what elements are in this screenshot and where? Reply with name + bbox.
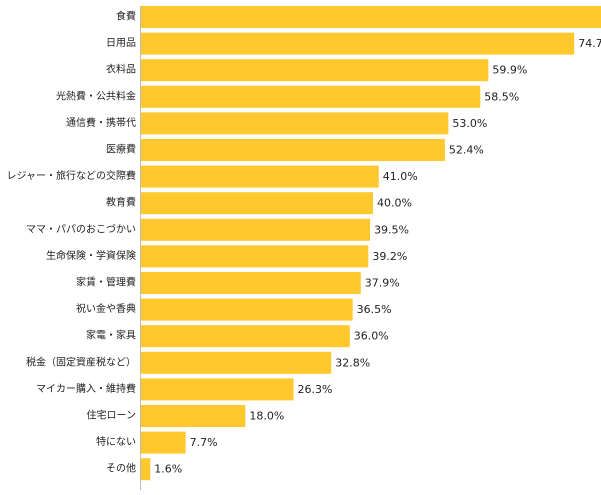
category-label: 家賃・管理費 xyxy=(76,276,136,289)
category-label: 家電・家具 xyxy=(86,329,136,342)
value-label: 58.5% xyxy=(484,90,519,103)
value-label: 37.9% xyxy=(365,277,400,290)
bar xyxy=(141,192,373,215)
category-label: 日用品 xyxy=(106,37,136,49)
value-label: 53.0% xyxy=(452,117,487,130)
bar xyxy=(141,139,445,161)
category-label: 生命保険・学資保険 xyxy=(46,249,136,262)
value-label: 41.0% xyxy=(383,170,418,183)
category-label: レジャー・旅行などの交際費 xyxy=(7,169,137,182)
category-label: 祝い金や香典 xyxy=(76,302,136,315)
bar xyxy=(141,59,489,82)
value-label: 59.9% xyxy=(492,64,527,77)
bar xyxy=(141,32,575,55)
bar xyxy=(141,272,361,294)
category-label: 教育費 xyxy=(106,196,136,209)
bar xyxy=(141,298,353,321)
category-label: 光熱費・公共料金 xyxy=(56,89,136,102)
bar xyxy=(141,165,379,188)
bar xyxy=(141,325,350,348)
bar xyxy=(141,458,151,481)
category-label: 食費 xyxy=(116,10,136,23)
bar xyxy=(141,245,369,268)
value-label: 39.2% xyxy=(372,250,407,263)
bar xyxy=(141,112,449,135)
value-label: 52.4% xyxy=(449,144,484,157)
value-label: 7.7% xyxy=(190,436,218,449)
value-label: 40.0% xyxy=(377,197,412,210)
category-label: 医療費 xyxy=(106,143,136,156)
category-label: ママ・パパのおこづかい xyxy=(26,223,136,235)
bar xyxy=(141,431,186,454)
value-label: 32.8% xyxy=(335,356,370,369)
value-label: 36.5% xyxy=(357,303,392,316)
value-label: 74.7% xyxy=(578,37,601,50)
value-label: 1.6% xyxy=(154,463,182,476)
value-label: 36.0% xyxy=(354,330,389,343)
value-label: 39.5% xyxy=(374,223,409,236)
bar xyxy=(141,218,371,241)
bar xyxy=(141,85,481,108)
category-label: 特にない xyxy=(96,436,136,448)
category-label: 通信費・携帯代 xyxy=(66,116,136,129)
bar xyxy=(141,378,294,401)
category-label: 衣料品 xyxy=(106,63,136,76)
bar xyxy=(141,405,246,427)
bar xyxy=(141,6,601,28)
category-label: 税金（固定資産税など） xyxy=(26,355,136,368)
value-label: 18.0% xyxy=(249,410,284,423)
value-label: 26.3% xyxy=(298,383,333,396)
category-label: 住宅ローン xyxy=(87,409,137,422)
category-label: マイカー購入・維持費 xyxy=(36,382,136,395)
category-label: その他 xyxy=(106,462,136,475)
bar xyxy=(141,351,332,374)
